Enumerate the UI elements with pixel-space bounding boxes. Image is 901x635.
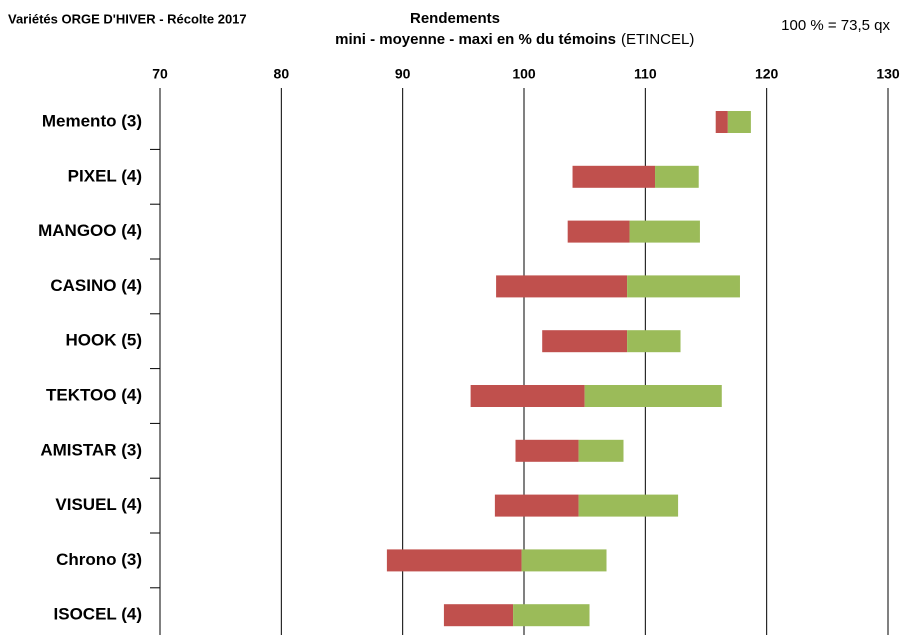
bar-low	[542, 330, 628, 353]
bar-low	[443, 604, 514, 627]
y-tick-label: Chrono (3)	[56, 550, 142, 569]
y-tick-label: PIXEL (4)	[68, 166, 142, 185]
bar-high	[521, 549, 607, 572]
bar-high	[629, 220, 700, 243]
subtitle-note: (ETINCEL)	[621, 31, 694, 48]
bar-high	[655, 165, 699, 188]
bar-low	[386, 549, 522, 572]
x-tick-label: 70	[152, 66, 168, 82]
x-tick-label: 120	[755, 66, 779, 82]
y-tick-label: AMISTAR (3)	[40, 440, 142, 459]
bar-high	[627, 275, 740, 298]
y-tick-label: ISOCEL (4)	[54, 605, 142, 624]
x-tick-label: 130	[876, 66, 900, 82]
bar-low	[494, 494, 579, 517]
bar-low	[572, 165, 656, 188]
x-tick-label: 100	[512, 66, 536, 82]
bar-low	[515, 439, 579, 462]
x-tick-label: 80	[274, 66, 290, 82]
x-tick-label: 90	[395, 66, 411, 82]
bar-high	[513, 604, 590, 627]
y-tick-label: VISUEL (4)	[55, 495, 142, 514]
bar-low	[496, 275, 628, 298]
bar-high	[584, 385, 722, 407]
chart-title: Variétés ORGE D'HIVER - Récolte 2017	[8, 11, 247, 26]
y-tick-label: HOOK (5)	[66, 331, 143, 350]
bar-low	[715, 111, 728, 133]
y-tick-label: Memento (3)	[42, 111, 142, 130]
y-tick-label: MANGOO (4)	[38, 221, 142, 240]
bar-low	[470, 385, 585, 407]
y-tick-label: CASINO (4)	[50, 276, 142, 295]
x-tick-label: 110	[634, 66, 657, 82]
bar-low	[567, 220, 630, 243]
bar-high	[578, 439, 624, 462]
subtitle: mini - moyenne - maxi en % du témoins	[335, 31, 616, 48]
bar-high	[727, 111, 751, 133]
bar-high	[578, 494, 679, 517]
bar-high	[627, 330, 681, 353]
y-tick-label: TEKTOO (4)	[46, 385, 142, 404]
heading: Rendements	[410, 10, 500, 27]
annotation: 100 % = 73,5 qx	[781, 17, 890, 34]
